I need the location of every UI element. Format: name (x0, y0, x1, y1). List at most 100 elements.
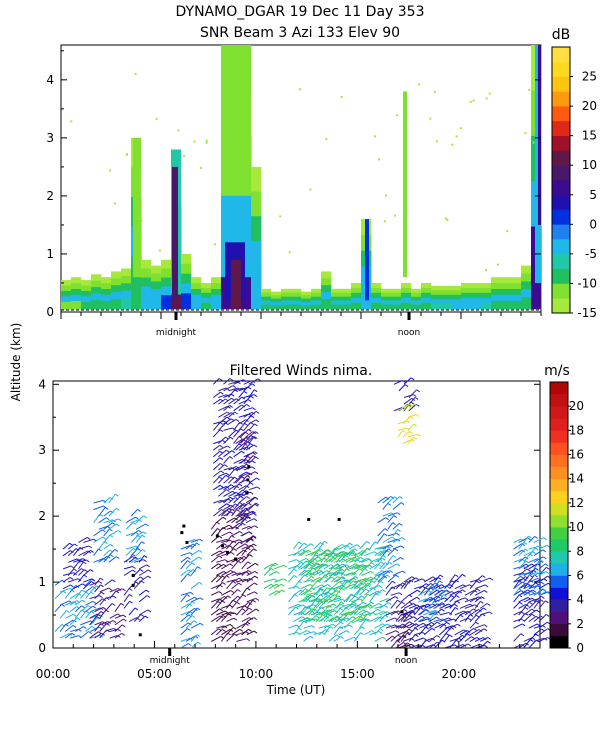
snr-cell (211, 300, 222, 310)
wind-barb (233, 379, 244, 385)
wind-barb-flag (229, 404, 233, 408)
wind-barb (298, 560, 307, 570)
wind-barb (392, 545, 402, 550)
y-axis-label: Altitude (km) (9, 323, 23, 402)
wind-barb (248, 496, 256, 504)
wind-barb (228, 491, 237, 497)
wind-barb-flag (441, 602, 446, 605)
wind-barb (377, 575, 385, 583)
wind-barb (123, 569, 133, 576)
wind-barb (85, 605, 94, 613)
wind-barb (233, 404, 242, 412)
wind-barb-flag (198, 549, 203, 553)
wind-barb-flag (134, 607, 139, 611)
wind-barb (93, 548, 99, 556)
snr-colorbar-unit: dB (552, 27, 571, 43)
wind-barb (518, 568, 528, 576)
wind-barb (454, 584, 464, 590)
wind-barb (104, 603, 113, 613)
wind-barb-flag (244, 422, 248, 426)
wind-barb (138, 575, 149, 583)
wind-barb-flag (230, 484, 235, 488)
wind-barb (233, 436, 240, 444)
wind-barb (298, 588, 306, 596)
wind-barb (330, 581, 340, 590)
wind-barb (263, 583, 272, 590)
wind-barb-flag (366, 547, 371, 551)
wind-barb-flag (146, 595, 151, 598)
wind-barb-flag (132, 569, 136, 573)
wind-barb (518, 572, 529, 576)
wind-barb (325, 587, 333, 596)
wind-barb-flag (218, 555, 223, 559)
wind-barb-flag (415, 577, 420, 581)
wind-barb-flag (242, 594, 247, 598)
wind-barb (64, 613, 74, 619)
wind-barb-flag (422, 644, 426, 648)
wind-barb (210, 575, 219, 583)
wind-barb-flag (250, 491, 254, 495)
wind-barb-flag (413, 436, 417, 440)
wind-barb-flag (318, 569, 323, 573)
wind-barb-flag (254, 496, 258, 500)
wind-barb (325, 603, 334, 609)
wind-barb-flag (543, 537, 547, 541)
wind-calm-point (185, 541, 189, 545)
wind-barb-flag (522, 623, 526, 627)
wind-barb-flag (62, 590, 67, 594)
wind-barb-flag (252, 510, 256, 514)
wind-barb-flag (253, 548, 257, 552)
wind-barb-flag (253, 518, 258, 522)
wind-barb (235, 512, 246, 517)
wind-barb (288, 631, 298, 636)
wind-barb-flag (117, 587, 122, 591)
snr-speckle (451, 143, 454, 146)
winds-colorbar-swatch (550, 478, 568, 492)
wind-barb-flag (324, 540, 328, 544)
snr-colorbar-tick-label: 20 (582, 99, 597, 113)
wind-barb (300, 606, 309, 616)
wind-barb (318, 563, 327, 570)
wind-barb-flag (72, 624, 77, 628)
wind-barb (241, 561, 249, 570)
wind-barb-flag (132, 521, 137, 525)
wind-barb (243, 510, 253, 517)
wind-barb (308, 562, 317, 570)
winds-marker-label: midnight (150, 656, 191, 666)
wind-barb-flag (396, 563, 401, 567)
wind-barb-flag (378, 585, 383, 589)
wind-barb-flag (198, 581, 203, 585)
wind-barb (338, 630, 347, 636)
wind-barb (369, 563, 378, 570)
snr-colorbar-swatch (552, 224, 570, 240)
wind-barb (233, 502, 241, 510)
wind-barb-flag (235, 418, 240, 422)
wind-barb-flag (528, 535, 532, 539)
wind-barb (59, 632, 70, 639)
wind-barb (231, 589, 238, 596)
wind-barb-flag (392, 580, 396, 584)
wind-barb (333, 598, 343, 603)
snr-cell (281, 304, 292, 310)
wind-barb (226, 633, 235, 642)
wind-barb-flag (542, 588, 546, 592)
wind-barb (305, 595, 313, 603)
wind-barb (98, 555, 108, 563)
wind-barb (78, 559, 87, 563)
wind-barb-flag (365, 588, 370, 592)
wind-barb (78, 536, 88, 543)
wind-barb (310, 598, 319, 603)
wind-barb-flag (415, 414, 420, 417)
wind-barb (228, 497, 236, 504)
wind-barb (349, 604, 357, 609)
wind-barb (238, 390, 245, 398)
wind-barb (459, 633, 468, 642)
wind-barb-flag (110, 510, 114, 514)
wind-barb (221, 531, 230, 537)
wind-barb-flag (82, 583, 86, 587)
wind-barb (67, 568, 75, 576)
wind-barb-flag (336, 547, 340, 551)
wind-barb (73, 558, 84, 563)
wind-barb-flag (446, 585, 451, 589)
